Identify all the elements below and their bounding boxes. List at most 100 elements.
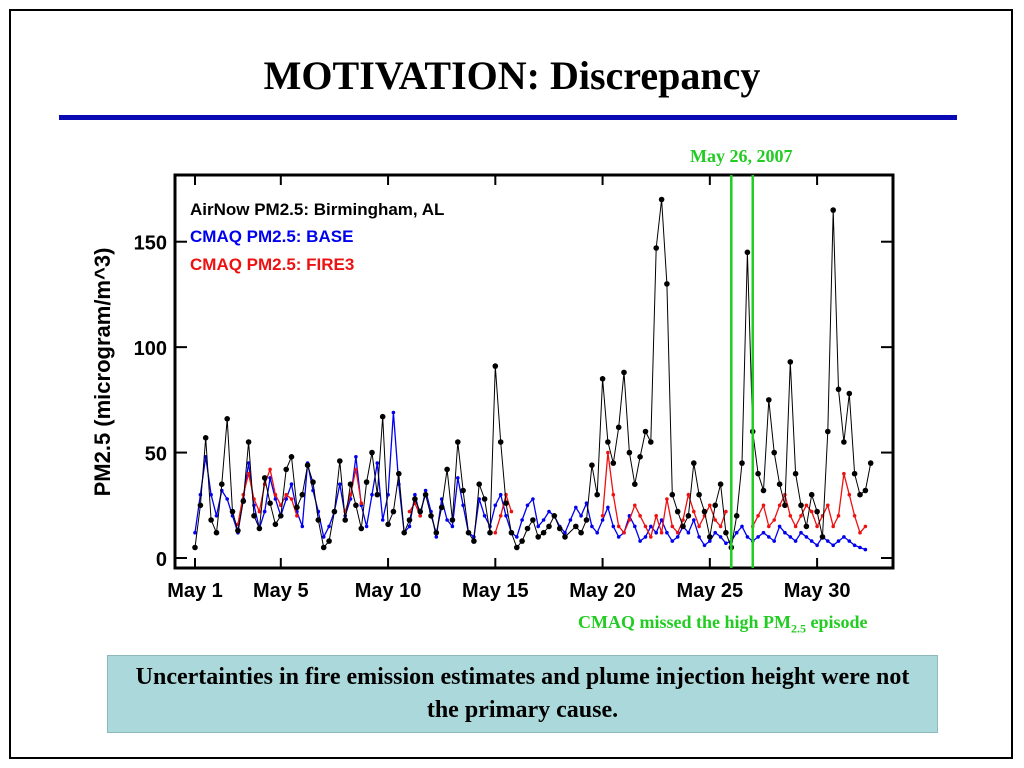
series-point-0 <box>857 491 863 498</box>
series-point-0 <box>369 449 375 456</box>
series-point-0 <box>674 508 681 515</box>
y-tick-label: 100 <box>134 338 167 360</box>
series-point-2 <box>359 501 364 506</box>
series-point-2 <box>804 503 809 508</box>
series-point-1 <box>547 509 551 514</box>
series-point-1 <box>574 505 578 510</box>
series-point-0 <box>476 481 483 488</box>
series-point-2 <box>627 518 632 522</box>
series-point-0 <box>792 470 799 477</box>
series-point-0 <box>385 521 391 528</box>
series-point-0 <box>460 487 466 494</box>
series-point-0 <box>406 517 413 523</box>
series-point-1 <box>713 530 717 535</box>
series-point-1 <box>595 530 599 535</box>
series-point-0 <box>782 502 788 509</box>
series-point-2 <box>498 514 503 518</box>
series-point-0 <box>401 529 408 536</box>
series-point-2 <box>638 514 642 518</box>
series-line-0 <box>194 199 872 550</box>
series-point-1 <box>815 543 819 548</box>
series-point-0 <box>288 454 295 460</box>
series-point-2 <box>724 509 728 514</box>
series-point-0 <box>353 502 359 509</box>
series-point-1 <box>826 539 830 543</box>
series-point-0 <box>664 281 670 287</box>
series-point-0 <box>471 538 477 544</box>
series-point-2 <box>836 514 841 518</box>
series-point-0 <box>283 466 290 473</box>
series-point-1 <box>413 492 417 497</box>
series-point-2 <box>697 524 701 529</box>
series-point-1 <box>842 535 846 539</box>
x-tick-label: May 10 <box>355 580 422 602</box>
series-point-1 <box>246 461 251 465</box>
series-point-0 <box>299 491 306 498</box>
series-point-1 <box>692 518 696 522</box>
series-point-1 <box>456 476 460 480</box>
series-point-1 <box>649 524 653 529</box>
series-point-1 <box>643 535 648 539</box>
series-point-1 <box>611 524 616 529</box>
series-point-0 <box>224 416 230 422</box>
series-point-0 <box>331 508 338 515</box>
legend-entry-airnow: AirNow PM2.5: Birmingham, AL <box>190 200 444 219</box>
series-point-1 <box>262 509 267 514</box>
series-point-0 <box>578 529 584 536</box>
series-point-1 <box>536 524 540 529</box>
series-point-0 <box>310 479 316 485</box>
series-point-1 <box>423 488 428 493</box>
series-point-1 <box>434 535 439 539</box>
series-point-0 <box>540 529 547 536</box>
series-point-1 <box>809 539 814 543</box>
series-point-1 <box>767 535 771 539</box>
series-point-1 <box>375 461 380 465</box>
series-point-2 <box>257 509 262 514</box>
series-point-0 <box>449 517 456 523</box>
series-point-0 <box>487 529 493 536</box>
x-tick-label: May 20 <box>569 580 636 602</box>
series-point-0 <box>347 481 354 488</box>
series-point-1 <box>600 518 605 522</box>
series-point-1 <box>804 535 809 539</box>
y-tick-label: 0 <box>156 549 167 571</box>
conclusion-box: Uncertainties in fire emission estimates… <box>107 655 938 733</box>
series-point-2 <box>407 509 412 514</box>
series-point-0 <box>261 475 268 481</box>
series-point-2 <box>659 530 664 535</box>
series-point-2 <box>761 503 766 508</box>
series-point-0 <box>642 428 649 435</box>
series-point-1 <box>638 539 642 543</box>
series-point-1 <box>300 524 305 529</box>
slide-title: MOTIVATION: Discrepancy <box>263 53 761 98</box>
series-point-0 <box>583 517 590 523</box>
conclusion-text: Uncertainties in fire emission estimates… <box>135 664 910 723</box>
series-point-0 <box>599 376 606 382</box>
series-point-0 <box>337 458 343 464</box>
x-tick-label: May 30 <box>784 580 851 602</box>
series-point-0 <box>723 529 729 536</box>
series-point-0 <box>685 513 692 519</box>
series-point-0 <box>514 544 520 551</box>
series-point-1 <box>654 530 658 535</box>
series-point-0 <box>610 460 617 466</box>
series-point-0 <box>202 435 209 441</box>
series-point-0 <box>213 529 220 536</box>
series-point-2 <box>418 514 423 518</box>
series-point-2 <box>616 524 621 529</box>
series-point-0 <box>733 513 740 519</box>
series-point-0 <box>412 496 418 502</box>
series-point-1 <box>852 543 857 548</box>
series-point-0 <box>556 525 563 532</box>
series-point-0 <box>278 513 284 519</box>
series-point-2 <box>600 514 605 518</box>
series-point-0 <box>438 504 445 511</box>
series-point-2 <box>831 524 835 529</box>
series-point-2 <box>718 524 723 529</box>
series-point-0 <box>503 500 509 507</box>
series-point-0 <box>342 517 349 523</box>
series-point-2 <box>708 503 712 508</box>
title-divider <box>59 115 957 120</box>
series-point-2 <box>675 530 680 535</box>
